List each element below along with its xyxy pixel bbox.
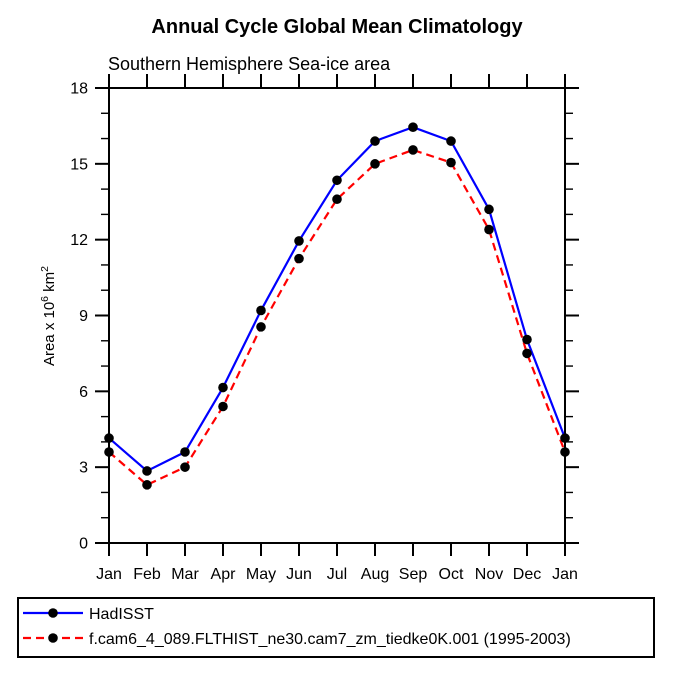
x-tick-label: Jan	[552, 566, 578, 583]
legend-sample-marker-1	[48, 633, 58, 643]
data-point-s0-Feb	[142, 466, 152, 476]
y-axis-label-sup6: 6	[39, 296, 51, 302]
data-point-s0-Sep	[408, 122, 418, 132]
data-point-s1-Dec	[522, 348, 532, 359]
y-tick-label: 9	[79, 308, 88, 325]
x-tick-label: Jan	[96, 566, 122, 583]
legend-label-model: f.cam6_4_089.FLTHIST_ne30.cam7_zm_tiedke…	[89, 631, 571, 648]
y-axis-label: Area x 106 km2	[39, 266, 58, 366]
y-tick-label: 15	[70, 156, 88, 173]
plot-area: 0 3 6 9 12 15 18 Jan Feb Mar Apr May Jun Jul Aug Sep Oct…	[70, 74, 579, 583]
x-tick-label: May	[246, 566, 276, 583]
data-point-s0-Jan	[104, 433, 114, 443]
data-point-s0-Mar	[180, 447, 190, 457]
y-axis-label-sup2: 2	[39, 266, 51, 272]
data-point-s1-Nov	[484, 224, 494, 235]
data-point-s0-May	[256, 305, 266, 316]
y-tick-label: 3	[79, 460, 88, 477]
data-point-s1-Aug	[370, 159, 380, 169]
data-point-s1-Jul	[332, 194, 342, 205]
x-tick-label: Oct	[439, 566, 464, 583]
data-point-s1-Sep	[408, 145, 418, 155]
data-point-s0-Aug	[370, 136, 380, 146]
data-point-s0-Jun	[294, 236, 304, 246]
data-point-s1-Jan	[104, 447, 114, 457]
x-tick-label: Mar	[171, 566, 199, 583]
x-tick-label: Feb	[133, 566, 161, 583]
data-point-s0-Jul	[332, 175, 342, 186]
data-point-s0-Jan	[560, 433, 570, 443]
data-point-s1-Apr	[218, 401, 228, 412]
data-point-s0-Dec	[522, 334, 532, 345]
x-tick-label: Nov	[475, 566, 503, 583]
data-point-s1-Feb	[142, 480, 152, 490]
data-point-s1-Jan	[560, 447, 570, 457]
x-tick-label: Jul	[327, 566, 347, 583]
data-point-s0-Oct	[446, 136, 456, 146]
data-point-s1-Oct	[446, 157, 456, 168]
data-point-s1-May	[256, 322, 266, 332]
y-axis-label-base: Area x 10	[41, 302, 58, 366]
legend-label-hadisst: HadISST	[89, 606, 154, 623]
data-point-s0-Apr	[218, 382, 228, 393]
legend-box	[17, 597, 655, 658]
data-point-s1-Jun	[294, 253, 304, 264]
data-point-s0-Nov	[484, 204, 494, 215]
chart-subtitle: Southern Hemisphere Sea-ice area	[108, 54, 391, 74]
y-tick-label: 6	[79, 384, 88, 401]
x-tick-label: Apr	[211, 566, 237, 583]
y-tick-label: 0	[79, 536, 88, 553]
x-tick-label: Aug	[361, 566, 389, 583]
plot-frame	[108, 87, 566, 544]
chart-title: Annual Cycle Global Mean Climatology	[151, 16, 523, 38]
data-point-s1-Mar	[180, 462, 190, 472]
x-tick-label: Dec	[513, 566, 541, 583]
y-tick-label: 18	[70, 81, 88, 98]
y-axis-label-km: km	[41, 272, 58, 296]
y-tick-label: 12	[70, 232, 88, 249]
x-tick-label: Jun	[286, 566, 312, 583]
x-tick-label: Sep	[399, 566, 428, 583]
legend: HadISST f.cam6_4_089.FLTHIST_ne30.cam7_z…	[17, 597, 655, 658]
legend-sample-marker-0	[48, 608, 58, 618]
